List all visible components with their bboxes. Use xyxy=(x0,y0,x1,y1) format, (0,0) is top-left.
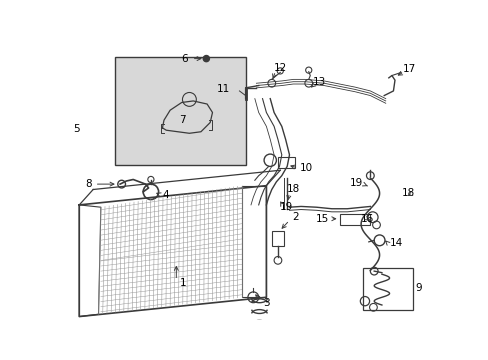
Text: 7: 7 xyxy=(179,115,185,125)
Text: 18: 18 xyxy=(401,188,414,198)
Text: 19: 19 xyxy=(349,178,362,188)
Text: 8: 8 xyxy=(85,179,91,189)
Text: 6: 6 xyxy=(182,54,188,64)
Bar xyxy=(362,268,412,310)
Bar xyxy=(271,231,284,247)
Text: 18: 18 xyxy=(286,184,300,194)
Text: 16: 16 xyxy=(360,214,374,224)
Text: 1: 1 xyxy=(180,278,186,288)
Text: 10: 10 xyxy=(299,163,312,173)
Text: 19: 19 xyxy=(280,202,293,212)
Text: 2: 2 xyxy=(291,212,298,222)
Bar xyxy=(115,57,245,165)
Text: 9: 9 xyxy=(414,283,421,293)
Text: 3: 3 xyxy=(263,298,269,309)
Text: 14: 14 xyxy=(389,238,402,248)
Text: 12: 12 xyxy=(273,63,286,73)
Circle shape xyxy=(203,55,209,62)
Text: 4: 4 xyxy=(162,190,169,200)
Text: 13: 13 xyxy=(312,77,325,87)
Text: 11: 11 xyxy=(217,84,230,94)
Bar xyxy=(339,214,369,225)
Bar xyxy=(277,157,294,168)
Text: 15: 15 xyxy=(315,214,328,224)
Text: 17: 17 xyxy=(402,64,415,73)
Text: 5: 5 xyxy=(73,125,80,134)
